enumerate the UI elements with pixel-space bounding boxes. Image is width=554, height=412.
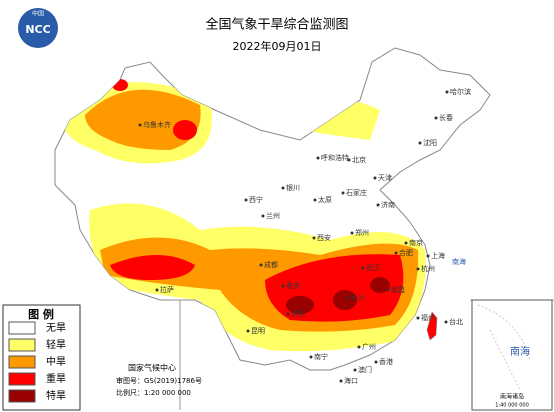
city-label: 太原 [318,195,332,204]
city-dot [347,158,351,162]
city-dot [394,251,398,255]
city-label: 石家庄 [346,188,367,197]
city-label: 西宁 [249,195,263,204]
city-label: 重庆 [286,281,300,290]
city-dot [434,116,438,120]
city-dot [361,266,365,270]
city-label: 台北 [449,317,463,326]
city-dot [350,231,354,235]
city-label: 银川 [286,183,300,192]
city-label: 拉萨 [160,285,174,294]
city-dot [312,236,316,240]
date: 2022年09月01日 [233,39,322,53]
city-dot [309,355,313,359]
city-dot [386,288,390,292]
logo [18,8,58,48]
city-dot [339,379,343,383]
city-label: 杭州 [421,264,435,273]
logo-text: NCC [25,23,50,36]
city-label: 沈阳 [423,138,437,147]
legend-label: 中旱 [46,355,66,368]
title: 全国气象干旱综合监测图 [205,17,348,33]
city-label: 乌鲁木齐 [143,120,171,129]
city-label: 天津 [378,174,392,182]
legend-label: 重旱 [46,372,66,385]
inset-scale: 1:40 000 000 [495,403,529,409]
sea-label: 南海 [452,257,466,266]
credit: 审图号：GS(2019)1786号 [116,376,202,385]
city-dot [416,267,420,271]
city-dot [244,198,248,202]
city-label: 福州 [421,313,435,322]
city-label: 西安 [317,233,331,242]
legend-title: 图 例 [28,307,54,321]
city-label: 郑州 [355,229,369,237]
city-label: 呼和浩特 [321,153,349,162]
city-label: 合肥 [399,248,413,257]
city-label: 长沙 [351,293,365,302]
inset-title: 南海 [510,345,530,358]
legend-swatch [8,372,36,386]
city-dot [357,345,361,349]
city-dot [261,214,265,218]
inset-caption: 南海诸岛 [500,393,524,401]
city-label: 北京 [352,155,366,164]
legend-label: 无旱 [46,322,66,334]
city-label: 广州 [362,342,376,351]
city-dot [374,360,378,364]
city-dot [138,123,142,127]
legend-swatch [8,389,36,403]
legend-swatch [8,321,36,335]
city-dot [346,296,350,300]
credit: 比例尺：1:20 000 000 [116,388,191,397]
city-dot [281,186,285,190]
city-dot [444,320,448,324]
city-label: 武汉 [366,263,380,272]
city-dot [155,288,159,292]
taiwan [426,311,438,341]
city-label: 兰州 [266,211,280,220]
city-dot [353,368,357,372]
drought-areas [60,79,426,352]
legend-swatch [8,338,36,352]
city-label: 济南 [381,200,395,209]
city-label: 贵阳 [291,309,305,318]
credit: 国家气候中心 [128,363,176,373]
city-label: 南京 [409,238,423,247]
city-dot [313,198,317,202]
city-label: 南宁 [314,352,328,361]
city-dot [416,316,420,320]
city-label: 成都 [264,260,278,269]
city-label: 昆明 [251,327,265,335]
inset-frame [471,299,553,411]
city-dot [341,191,345,195]
city-dot [418,141,422,145]
city-label: 澳门 [358,365,372,374]
city-dot [259,263,263,267]
city-dot [281,284,285,288]
legend-swatch [8,355,36,369]
city-label: 南昌 [391,285,405,294]
city-dot [404,241,408,245]
city-dot [445,90,449,94]
city-label: 哈尔滨 [450,87,471,96]
city-label: 海口 [344,376,358,385]
city-label: 香港 [379,357,393,366]
city-dot [246,329,250,333]
legend-label: 特旱 [46,390,66,402]
city-dot [373,176,377,180]
legend-label: 轻旱 [46,338,66,351]
city-label: 上海 [431,251,445,260]
city-label: 长春 [439,113,453,122]
logo-top: 中国 [32,10,44,18]
city-dot [316,156,320,160]
city-dot [286,312,290,316]
city-dot [376,203,380,207]
city-dot [426,254,430,258]
